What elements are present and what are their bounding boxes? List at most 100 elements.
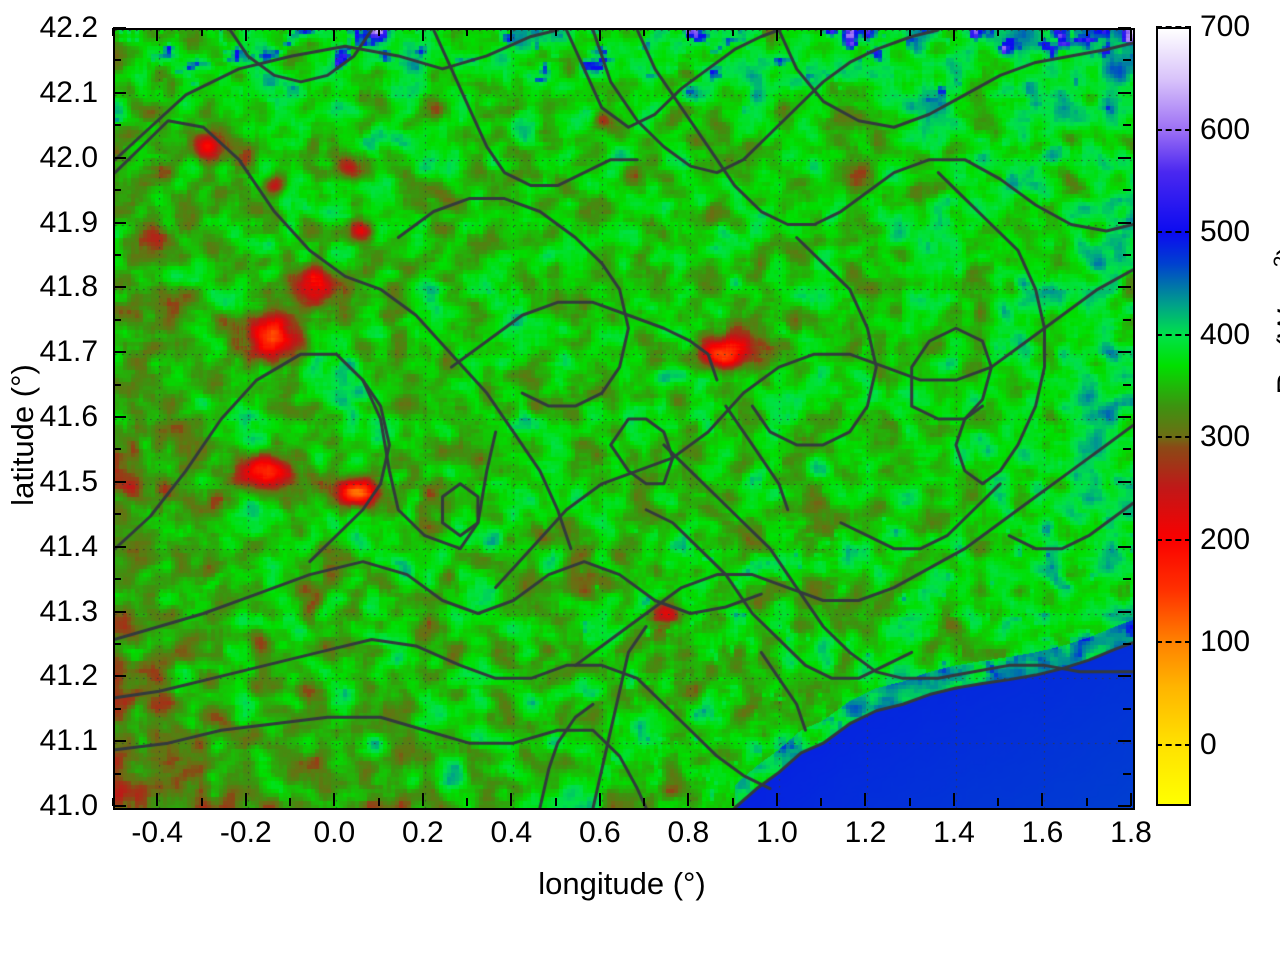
x-tick <box>377 798 380 806</box>
x-tick <box>156 28 159 41</box>
x-tick <box>244 28 247 41</box>
y-tick <box>113 707 121 710</box>
x-tick <box>687 28 690 41</box>
x-ticklabel: 0.0 <box>313 816 356 849</box>
y-tick <box>1118 286 1131 289</box>
colorbar-title-unit-exponent: -2 <box>1270 255 1280 275</box>
y-tick <box>113 805 126 807</box>
x-tick <box>1085 28 1088 36</box>
y-tick <box>113 221 126 224</box>
x-tick <box>244 793 247 806</box>
y-tick <box>1118 740 1131 743</box>
x-tick <box>820 28 823 36</box>
y-tick <box>1118 351 1131 354</box>
x-tick <box>1041 793 1044 806</box>
y-tick <box>113 578 121 581</box>
y-tick <box>1123 124 1131 127</box>
y-ticklabel: 41.1 <box>39 724 98 758</box>
x-ticklabel: 1.8 <box>1110 816 1152 849</box>
colorbar-ticklabel: 700 <box>1200 10 1251 43</box>
x-tick <box>908 28 911 36</box>
x-ticklabel: 0.6 <box>579 816 621 849</box>
y-tick <box>1118 480 1131 483</box>
colorbar-tick <box>1156 128 1191 131</box>
x-tick <box>731 798 734 806</box>
x-tick <box>775 28 778 41</box>
colorbar-ticklabel: 500 <box>1200 215 1251 248</box>
y-ticklabel: 41.5 <box>39 464 98 498</box>
x-tick <box>200 28 203 36</box>
y-tick <box>1123 513 1131 516</box>
x-tick <box>864 28 867 41</box>
x-ticklabel: 1.6 <box>1021 816 1064 849</box>
colorbar-title-symbol: R <box>1271 372 1280 394</box>
y-tick <box>113 642 121 645</box>
colorbar-tick <box>1156 231 1191 233</box>
colorbar-tick <box>1156 538 1191 541</box>
x-ticklabel: 1.4 <box>933 816 975 849</box>
y-tick <box>113 286 126 289</box>
colorbar-title-unit: (W m <box>1270 274 1280 349</box>
y-ticklabel: 41.9 <box>39 205 98 239</box>
y-tick <box>113 189 121 192</box>
x-ticklabel: 0.4 <box>490 816 533 849</box>
x-tick <box>952 793 955 806</box>
y-ticklabel: 42.2 <box>39 11 98 44</box>
y-tick <box>1118 675 1131 678</box>
colorbar-ticklabel: 300 <box>1200 420 1251 453</box>
y-ticklabel: 41.8 <box>39 270 98 304</box>
y-tick <box>113 318 121 321</box>
y-tick <box>113 156 126 159</box>
x-tick <box>466 798 469 806</box>
x-tick <box>510 28 513 41</box>
x-tick <box>1130 28 1132 41</box>
y-tick <box>1118 27 1131 29</box>
x-ticklabel: 0.8 <box>667 816 710 849</box>
x-tick <box>598 793 601 806</box>
x-tick <box>820 798 823 806</box>
colorbar-ticklabel: 0 <box>1200 727 1217 761</box>
y-tick <box>1123 383 1131 386</box>
x-tick <box>289 28 292 36</box>
x-tick <box>775 793 778 806</box>
y-tick <box>1118 416 1131 418</box>
x-tick <box>643 798 646 806</box>
colorbar-tick <box>1156 26 1191 28</box>
colorbar-ticklabel: 400 <box>1200 317 1251 351</box>
colorbar-title-unit-close: ) <box>1271 245 1280 255</box>
x-axis-title: longitude (°) <box>538 866 706 901</box>
y-tick <box>113 124 121 127</box>
x-tick <box>333 28 336 41</box>
y-tick <box>113 610 126 613</box>
y-ticklabel: 41.0 <box>39 789 98 822</box>
x-tick <box>112 28 114 36</box>
y-tick <box>1123 578 1131 581</box>
colorbar-title: RN (W m-2) <box>1270 200 1280 440</box>
y-tick <box>1123 448 1131 451</box>
y-tick <box>113 545 126 548</box>
x-tick <box>687 793 690 806</box>
colorbar-tick <box>1156 641 1191 643</box>
x-tick <box>1130 793 1132 806</box>
colorbar-tick <box>1156 743 1191 746</box>
x-tick <box>333 793 336 806</box>
x-tick <box>643 28 646 36</box>
x-tick <box>554 28 557 36</box>
y-tick <box>113 416 126 418</box>
colorbar: 0 100 200 300 400 500 600 700 <box>1156 12 1250 806</box>
y-tick <box>113 772 121 775</box>
x-tick <box>554 798 557 806</box>
y-ticklabel: 41.3 <box>39 594 98 628</box>
x-tick <box>908 798 911 806</box>
y-tick <box>113 59 121 62</box>
colorbar-ticklabel: 200 <box>1200 522 1251 556</box>
y-tick <box>1118 156 1131 159</box>
y-tick <box>1118 610 1131 613</box>
colorbar-ticklabel: 100 <box>1200 625 1251 658</box>
y-ticklabel: 41.4 <box>39 529 98 563</box>
x-tick <box>510 793 513 806</box>
x-tick <box>1041 28 1044 41</box>
y-ticklabel: 42.0 <box>39 140 98 174</box>
x-tick <box>731 28 734 36</box>
